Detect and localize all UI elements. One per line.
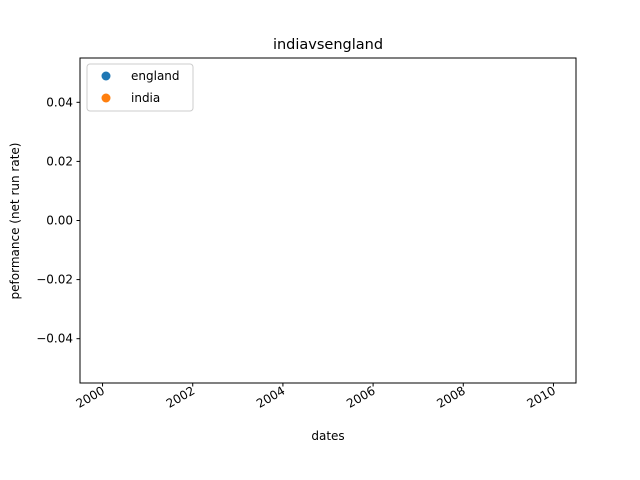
- plot-area: [79, 57, 577, 384]
- legend-marker-england: [101, 71, 111, 81]
- y-axis-label: peformance (net run rate): [8, 143, 22, 300]
- legend-label-england: england: [131, 69, 180, 83]
- y-tick-label: 0.04: [46, 95, 73, 109]
- y-tick-label: 0.00: [46, 214, 73, 228]
- x-axis-label: dates: [311, 429, 344, 443]
- legend-box: [86, 63, 194, 112]
- y-axis-ticks: −0.04 −0.02 0.00 0.02 0.04: [36, 95, 80, 346]
- y-tick-label: −0.02: [36, 273, 73, 287]
- y-tick-label: 0.02: [46, 154, 73, 168]
- legend: england india: [86, 63, 194, 112]
- legend-label-india: india: [131, 91, 160, 105]
- y-tick-label: −0.04: [36, 332, 73, 346]
- legend-marker-india: [101, 93, 111, 103]
- chart-title: indiavsengland: [273, 37, 383, 53]
